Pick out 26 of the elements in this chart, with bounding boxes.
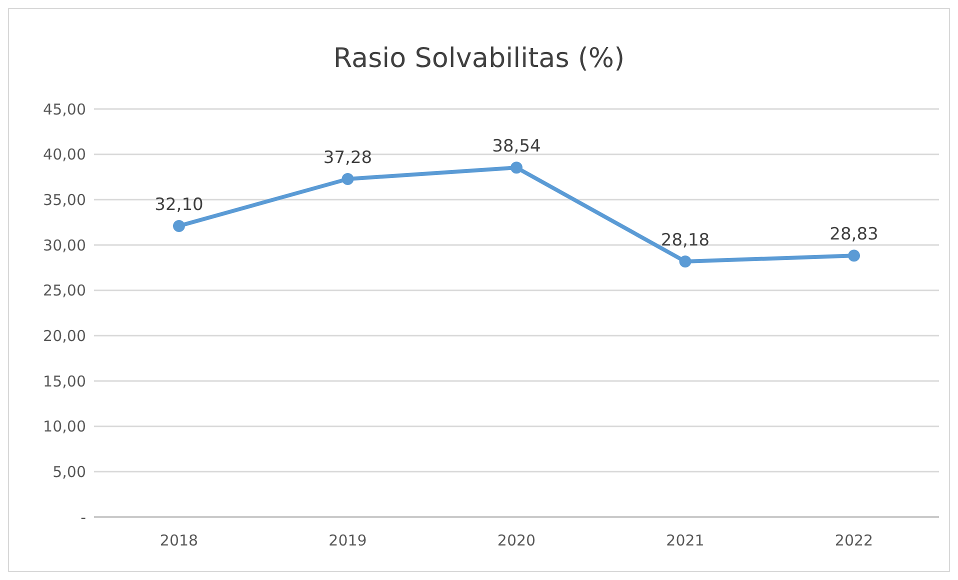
data-label: 28,18 <box>660 230 710 250</box>
y-tick-label: 20,00 <box>43 326 86 345</box>
y-tick-label: 5,00 <box>52 462 86 481</box>
chart-title: Rasio Solvabilitas (%) <box>332 42 626 76</box>
x-tick-label: 2018 <box>160 532 198 550</box>
x-tick-label: 2022 <box>834 532 874 550</box>
y-tick-label: - <box>80 508 86 526</box>
data-label: 28,83 <box>830 224 878 245</box>
y-tick-label: 40,00 <box>43 146 86 164</box>
data-label: 38,54 <box>492 136 541 157</box>
y-tick-label: 45,00 <box>43 100 86 118</box>
y-tick-label: 30,00 <box>43 236 86 254</box>
point <box>679 256 692 268</box>
point <box>342 172 354 185</box>
point <box>510 162 522 174</box>
y-tick-label: 35,00 <box>43 190 86 209</box>
point <box>173 220 185 232</box>
x-tick-label: 2019 <box>328 532 367 550</box>
y-tick-label: 15,00 <box>43 372 86 390</box>
point <box>848 250 860 262</box>
x-tick-label: 2020 <box>497 532 536 550</box>
y-tick-label: 10,00 <box>43 418 86 436</box>
data-label: 37,28 <box>323 148 372 168</box>
y-tick-label: 25,00 <box>43 282 86 300</box>
x-tick-label: 2021 <box>666 532 704 550</box>
data-label: 32,10 <box>154 194 204 215</box>
